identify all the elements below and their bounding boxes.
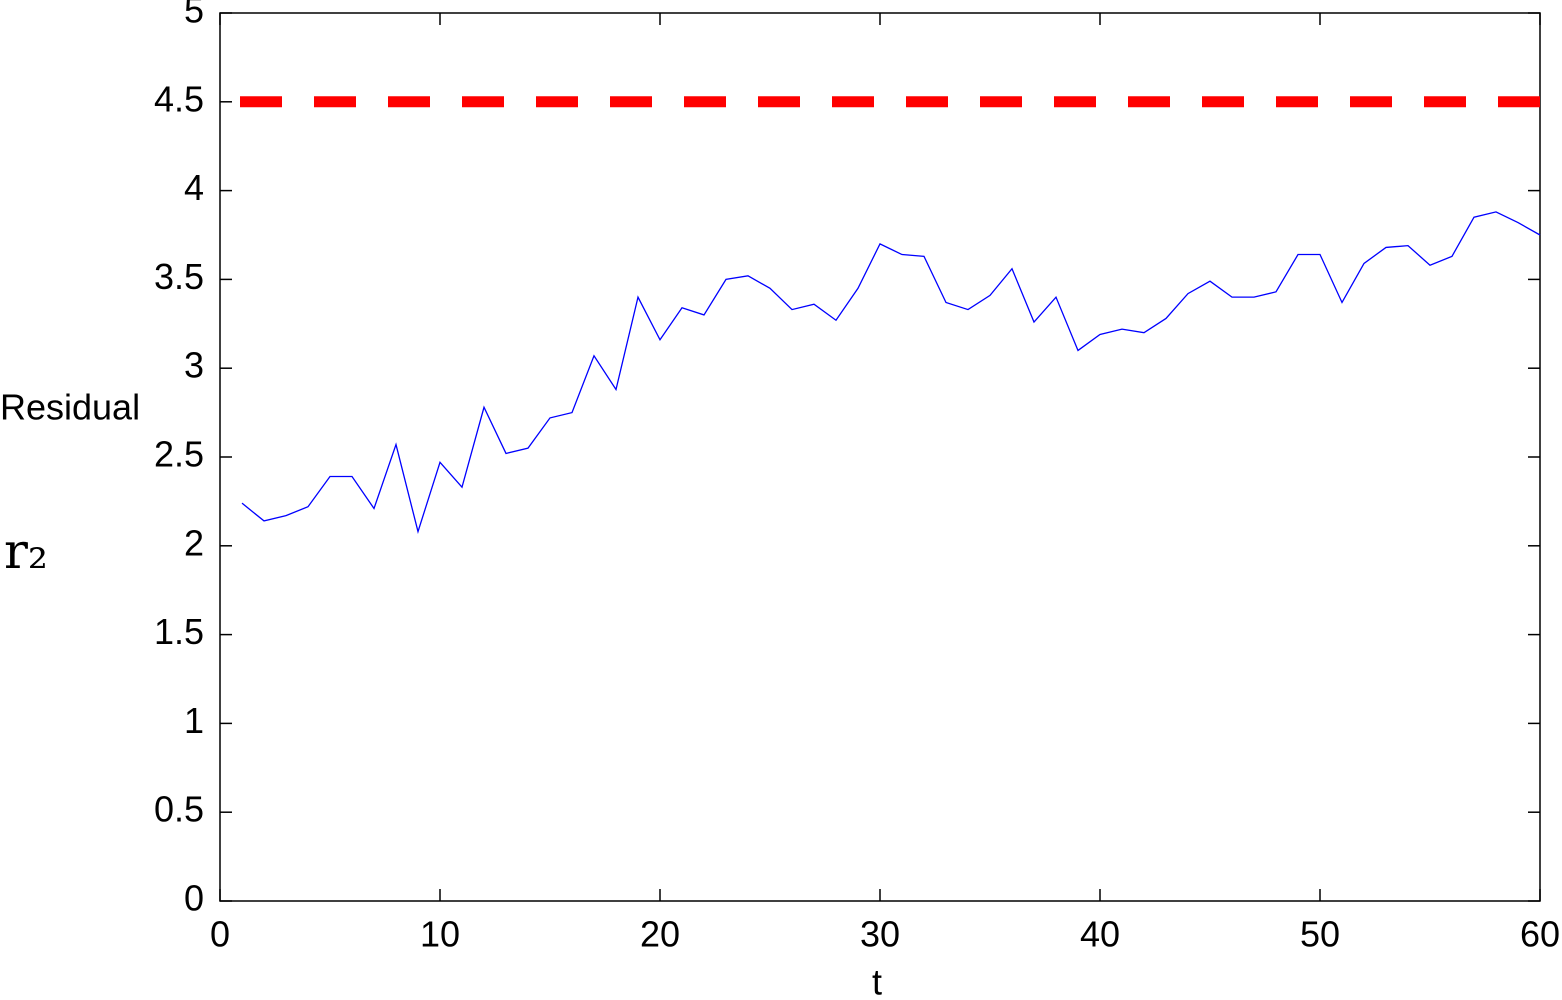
series-label: r₂ <box>4 522 48 580</box>
x-axis-label: t <box>872 962 882 1000</box>
plot-frame <box>219 12 1541 902</box>
y-tick-label: 0.5 <box>154 789 204 830</box>
x-tick-label: 10 <box>420 914 460 955</box>
y-tick-label: 2.5 <box>154 434 204 475</box>
y-tick-label: 2 <box>184 522 204 563</box>
y-tick-label: 1.5 <box>154 611 204 652</box>
data-line <box>241 211 1541 534</box>
y-axis-label: Residual <box>0 387 140 428</box>
y-tick-label: 4.5 <box>154 78 204 119</box>
y-tick-label: 0 <box>184 878 204 919</box>
y-tick-label: 1 <box>184 700 204 741</box>
x-tick-label: 0 <box>210 914 230 955</box>
x-tick-label: 60 <box>1520 914 1560 955</box>
y-tick-label: 3.5 <box>154 256 204 297</box>
x-tick-label: 40 <box>1080 914 1120 955</box>
y-tick-label: 5 <box>184 0 204 31</box>
x-tick-label: 20 <box>640 914 680 955</box>
x-tick-label: 50 <box>1300 914 1340 955</box>
y-tick-label: 3 <box>184 345 204 386</box>
x-tick-label: 30 <box>860 914 900 955</box>
y-tick-label: 4 <box>184 167 204 208</box>
